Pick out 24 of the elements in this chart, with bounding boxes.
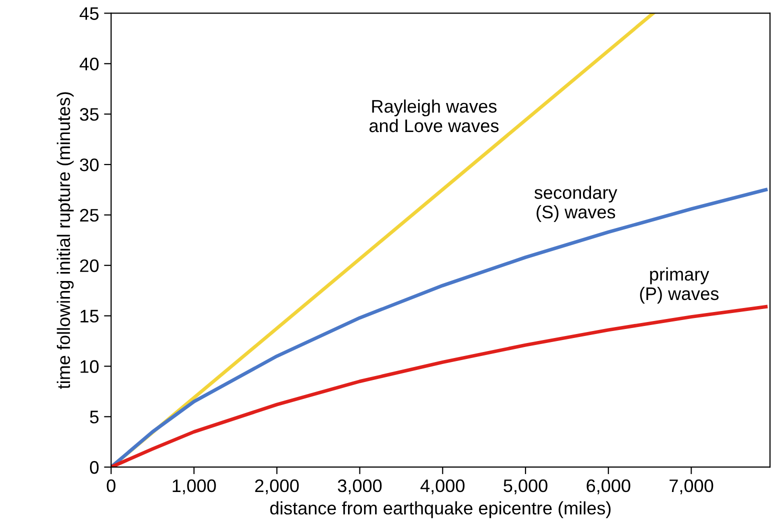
y-tick-label: 25 bbox=[80, 208, 99, 222]
x-tick-label: 5,000 bbox=[504, 479, 548, 494]
y-axis-title: time following initial rupture (minutes) bbox=[56, 92, 74, 389]
x-tick-label: 7,000 bbox=[670, 479, 714, 494]
x-tick-label: 4,000 bbox=[420, 479, 465, 494]
y-tick-label: 45 bbox=[80, 7, 99, 20]
x-tick-label: 6,000 bbox=[586, 479, 630, 494]
y-tick-label: 0 bbox=[90, 461, 99, 474]
y-tick-label: 40 bbox=[80, 58, 99, 70]
y-tick-label: 15 bbox=[80, 310, 99, 323]
series-label: Rayleigh waves and Love waves bbox=[370, 99, 499, 132]
x-tick-label: 0 bbox=[106, 479, 116, 492]
y-tick-label: 20 bbox=[80, 259, 99, 272]
y-tick-label: 30 bbox=[80, 158, 99, 172]
series-label: primary (P) waves bbox=[640, 267, 719, 304]
y-tick-label: 10 bbox=[80, 360, 99, 373]
y-tick-label: 35 bbox=[80, 108, 99, 121]
y-tick-label: 5 bbox=[90, 410, 99, 424]
line-series bbox=[111, 305, 768, 468]
x-axis-title: distance from earthquake epicentre (miles) bbox=[270, 501, 611, 518]
x-tick-label: 3,000 bbox=[338, 479, 382, 494]
x-tick-label: 1,000 bbox=[172, 479, 216, 494]
x-tick-label: 2,000 bbox=[255, 479, 299, 494]
series-label: secondary (S) waves bbox=[534, 186, 618, 222]
